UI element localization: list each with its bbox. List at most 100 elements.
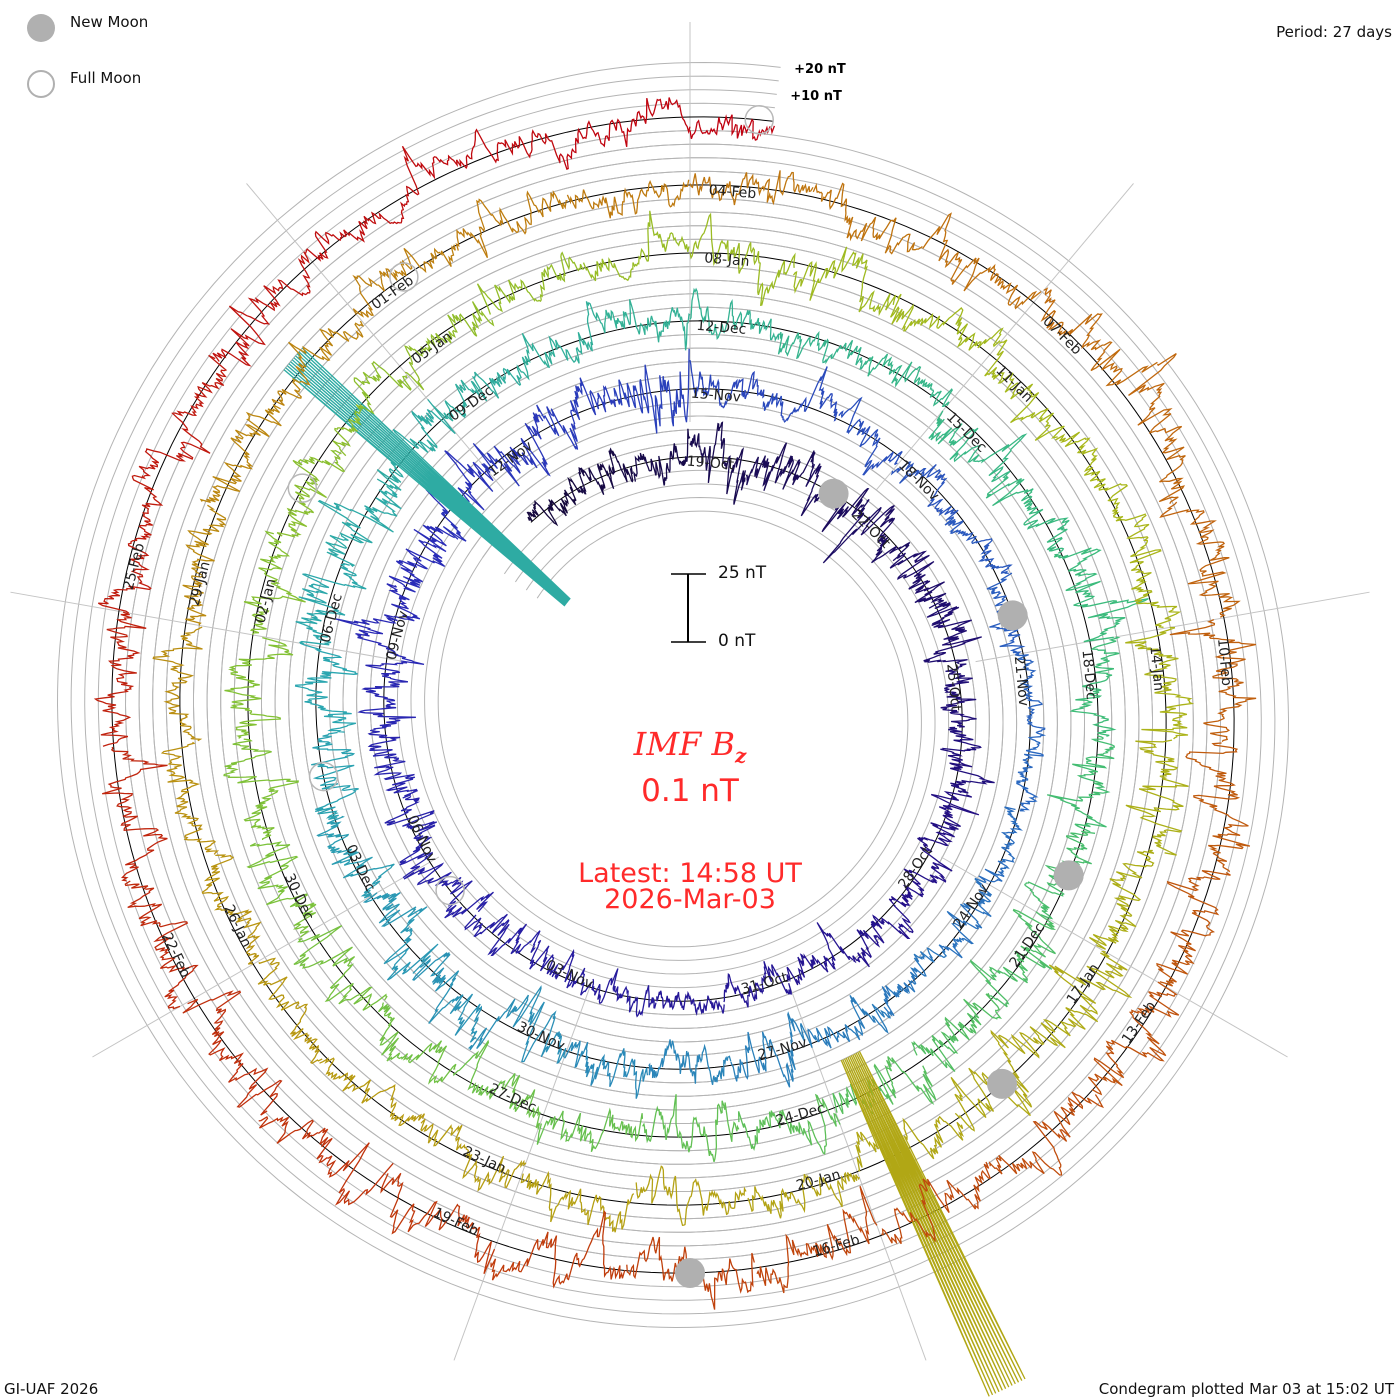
imf-bz-trace-day	[453, 1039, 541, 1130]
grid-spiral-plus20	[56, 61, 1290, 1329]
imf-bz-trace-day	[944, 516, 1013, 575]
imf-bz-trace-day	[888, 846, 953, 908]
imf-bz-trace-day	[1125, 739, 1189, 856]
imf-bz-trace-day	[1128, 353, 1186, 505]
imf-bz-trace-day	[224, 636, 294, 739]
imf-bz-trace-day	[319, 1057, 426, 1126]
imf-bz-trace-day	[490, 1210, 626, 1289]
imf-bz-trace-day	[950, 1029, 1044, 1132]
imf-bz-trace-day	[367, 730, 418, 799]
date-label: 10-Feb	[1214, 638, 1234, 687]
date-label: 18-Dec	[1079, 649, 1100, 700]
imf-bz-trace-day	[388, 524, 455, 593]
imf-bz-trace-day	[1029, 950, 1133, 1049]
imf-bz-trace-day	[747, 1171, 860, 1219]
imf-bz-trace-day	[182, 990, 283, 1116]
imf-bz-trace-day	[923, 601, 982, 665]
date-label: 21-Nov	[1011, 655, 1032, 706]
imf-bz-trace-day	[404, 301, 495, 391]
date-label: 12-Dec	[696, 318, 747, 338]
date-label: 09-Dec	[446, 383, 496, 425]
imf-bz-trace-day	[1159, 501, 1241, 618]
new-moon-marker-icon	[1053, 860, 1084, 891]
full-moon-legend-label: Full Moon	[70, 69, 142, 87]
imf-bz-trace-day	[304, 145, 420, 262]
imf-bz-trace-day	[737, 1093, 841, 1155]
imf-bz-trace-day	[316, 815, 395, 899]
scale-bar-top-label: 25 nT	[718, 563, 767, 583]
imf-bz-trace-day	[689, 114, 776, 141]
imf-bz-trace-day	[922, 212, 1042, 310]
imf-bz-trace-day	[985, 475, 1070, 554]
date-label: 14-Jan	[1146, 645, 1166, 692]
imf-bz-trace-day	[1089, 849, 1155, 950]
radial-gridline	[10, 591, 405, 663]
imf-bz-trace-day	[415, 128, 561, 180]
footer-credit: GI-UAF 2026	[4, 1380, 99, 1398]
imf-bz-trace-day	[93, 611, 147, 747]
imf-bz-trace-day	[384, 795, 438, 879]
date-label: 30-Nov	[515, 1019, 567, 1055]
imf-bz-trace-day	[786, 922, 854, 986]
imf-bz-trace-day	[529, 939, 592, 996]
radial-gridline	[453, 984, 592, 1361]
full-moon-marker-icon	[389, 262, 419, 292]
imf-bz-trace-day	[536, 377, 617, 450]
full-moon-marker-icon	[308, 761, 339, 792]
imf-bz-trace-day	[536, 1107, 644, 1153]
imf-bz-trace-day	[635, 1165, 747, 1227]
imf-bz-trace-day	[746, 442, 816, 492]
imf-bz-trace-day	[928, 410, 1028, 483]
full-moon-marker-icon	[287, 473, 318, 503]
imf-bz-trace-day	[792, 246, 897, 317]
imf-bz-trace-day	[294, 642, 358, 733]
radial-gridline	[92, 856, 440, 1058]
imf-bz-trace-day	[160, 741, 220, 855]
date-label: 19-Oct	[686, 453, 735, 473]
imf-bz-trace-day	[520, 1170, 635, 1233]
full-moon-marker-icon	[744, 105, 774, 135]
imf-bz-trace-day	[1126, 514, 1182, 628]
imf-bz-trace-day	[689, 421, 747, 505]
date-label: 01-Feb	[369, 272, 417, 313]
imf-bz-trace-day	[756, 1185, 878, 1294]
imf-bz-trace-day	[201, 854, 262, 965]
latest-time: Latest: 14:58 UT	[578, 858, 802, 889]
imf-bz-trace-day	[890, 293, 1004, 351]
date-label: 06-Nov	[404, 813, 440, 865]
imf-bz-trace-day	[881, 1161, 992, 1245]
imf-bz-trace-day	[1040, 287, 1158, 387]
imf-bz-trace-day	[840, 1051, 1026, 1397]
imf-bz-trace-day	[864, 353, 953, 408]
imf-bz-trace-day	[564, 1040, 649, 1099]
imf-bz-trace-day	[138, 354, 228, 477]
imf-bz-trace-day	[283, 347, 571, 607]
imf-bz-trace-day	[468, 985, 567, 1065]
radial-gridline	[876, 183, 1134, 491]
latest-date: 2026-Mar-03	[604, 884, 776, 915]
imf-bz-trace-day	[212, 251, 311, 367]
imf-bz-trace-day	[1156, 870, 1231, 987]
imf-bz-trace-day	[1087, 981, 1180, 1096]
imf-bz-trace-day	[293, 925, 388, 1011]
new-moon-marker-icon	[987, 1068, 1018, 1099]
date-label: 03-Nov	[543, 957, 595, 993]
imf-bz-trace-day	[723, 960, 792, 1008]
imf-bz-trace-day	[1024, 830, 1096, 920]
imf-bz-trace-day	[97, 474, 164, 614]
imf-bz-trace-day	[403, 862, 494, 919]
imf-bz-trace-day	[777, 330, 867, 370]
scale-bar-bottom-label: 0 nT	[718, 631, 756, 651]
date-label: 04-Feb	[708, 182, 757, 202]
date-label: 15-Nov	[690, 386, 741, 406]
imf-bz-trace-day	[332, 360, 412, 457]
imf-bz-trace-day	[432, 367, 522, 422]
imf-bz-trace-day	[455, 190, 568, 259]
imf-bz-trace-day	[1055, 431, 1147, 522]
chart-title-subscript: z	[734, 743, 747, 768]
date-label: 07-Feb	[1039, 313, 1084, 358]
date-label: 25-Oct	[943, 663, 963, 712]
imf-bz-trace-day	[476, 251, 584, 315]
imf-bz-trace-day	[526, 476, 580, 527]
